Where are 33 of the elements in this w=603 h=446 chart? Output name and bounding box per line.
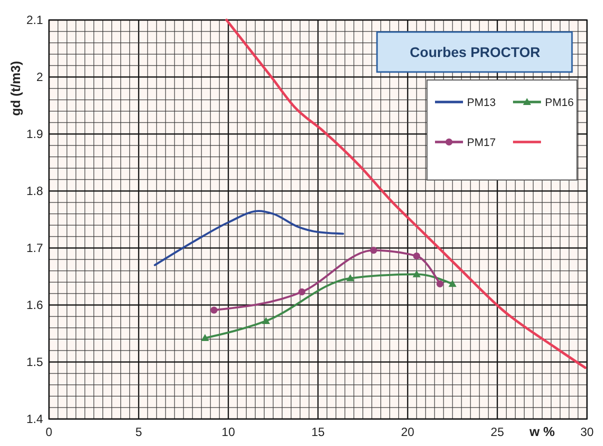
legend-label: PM13 — [467, 96, 496, 109]
title-panel: Courbes PROCTOR — [376, 31, 573, 73]
x-tick-label: 20 — [400, 425, 415, 439]
x-tick-label: 10 — [222, 425, 236, 439]
line-series — [225, 18, 586, 369]
legend-label: PM17 — [467, 136, 496, 149]
line-series — [154, 210, 344, 266]
y-tick-label: 1.7 — [26, 241, 44, 256]
point — [346, 274, 354, 282]
y-tick-label: 2.1 — [26, 13, 44, 28]
point — [436, 280, 444, 288]
legend-label: PM16 — [545, 96, 574, 109]
y-tick-label: 1.4 — [26, 412, 44, 426]
y-tick-label: 1.6 — [26, 298, 44, 312]
x-tick-label: 0 — [46, 425, 53, 439]
y-tick-label: 1.8 — [26, 184, 44, 198]
point — [412, 270, 421, 278]
y-tick-label: 2 — [36, 70, 44, 84]
x-tick-label: 25 — [490, 425, 504, 439]
point — [210, 306, 218, 314]
x-tick-label: 15 — [311, 425, 325, 439]
y-tick-label: 1.9 — [26, 127, 44, 142]
y-axis-title: gd (t/m3) — [8, 60, 23, 116]
point — [448, 280, 456, 287]
x-axis-title: w % — [528, 424, 556, 439]
point — [370, 246, 378, 254]
point — [201, 334, 210, 342]
point — [262, 316, 270, 324]
x-tick-label: 30 — [580, 425, 594, 439]
x-tick-label: 5 — [135, 425, 142, 439]
point — [298, 288, 306, 296]
point — [413, 252, 420, 260]
y-tick-label: 1.5 — [26, 355, 44, 370]
